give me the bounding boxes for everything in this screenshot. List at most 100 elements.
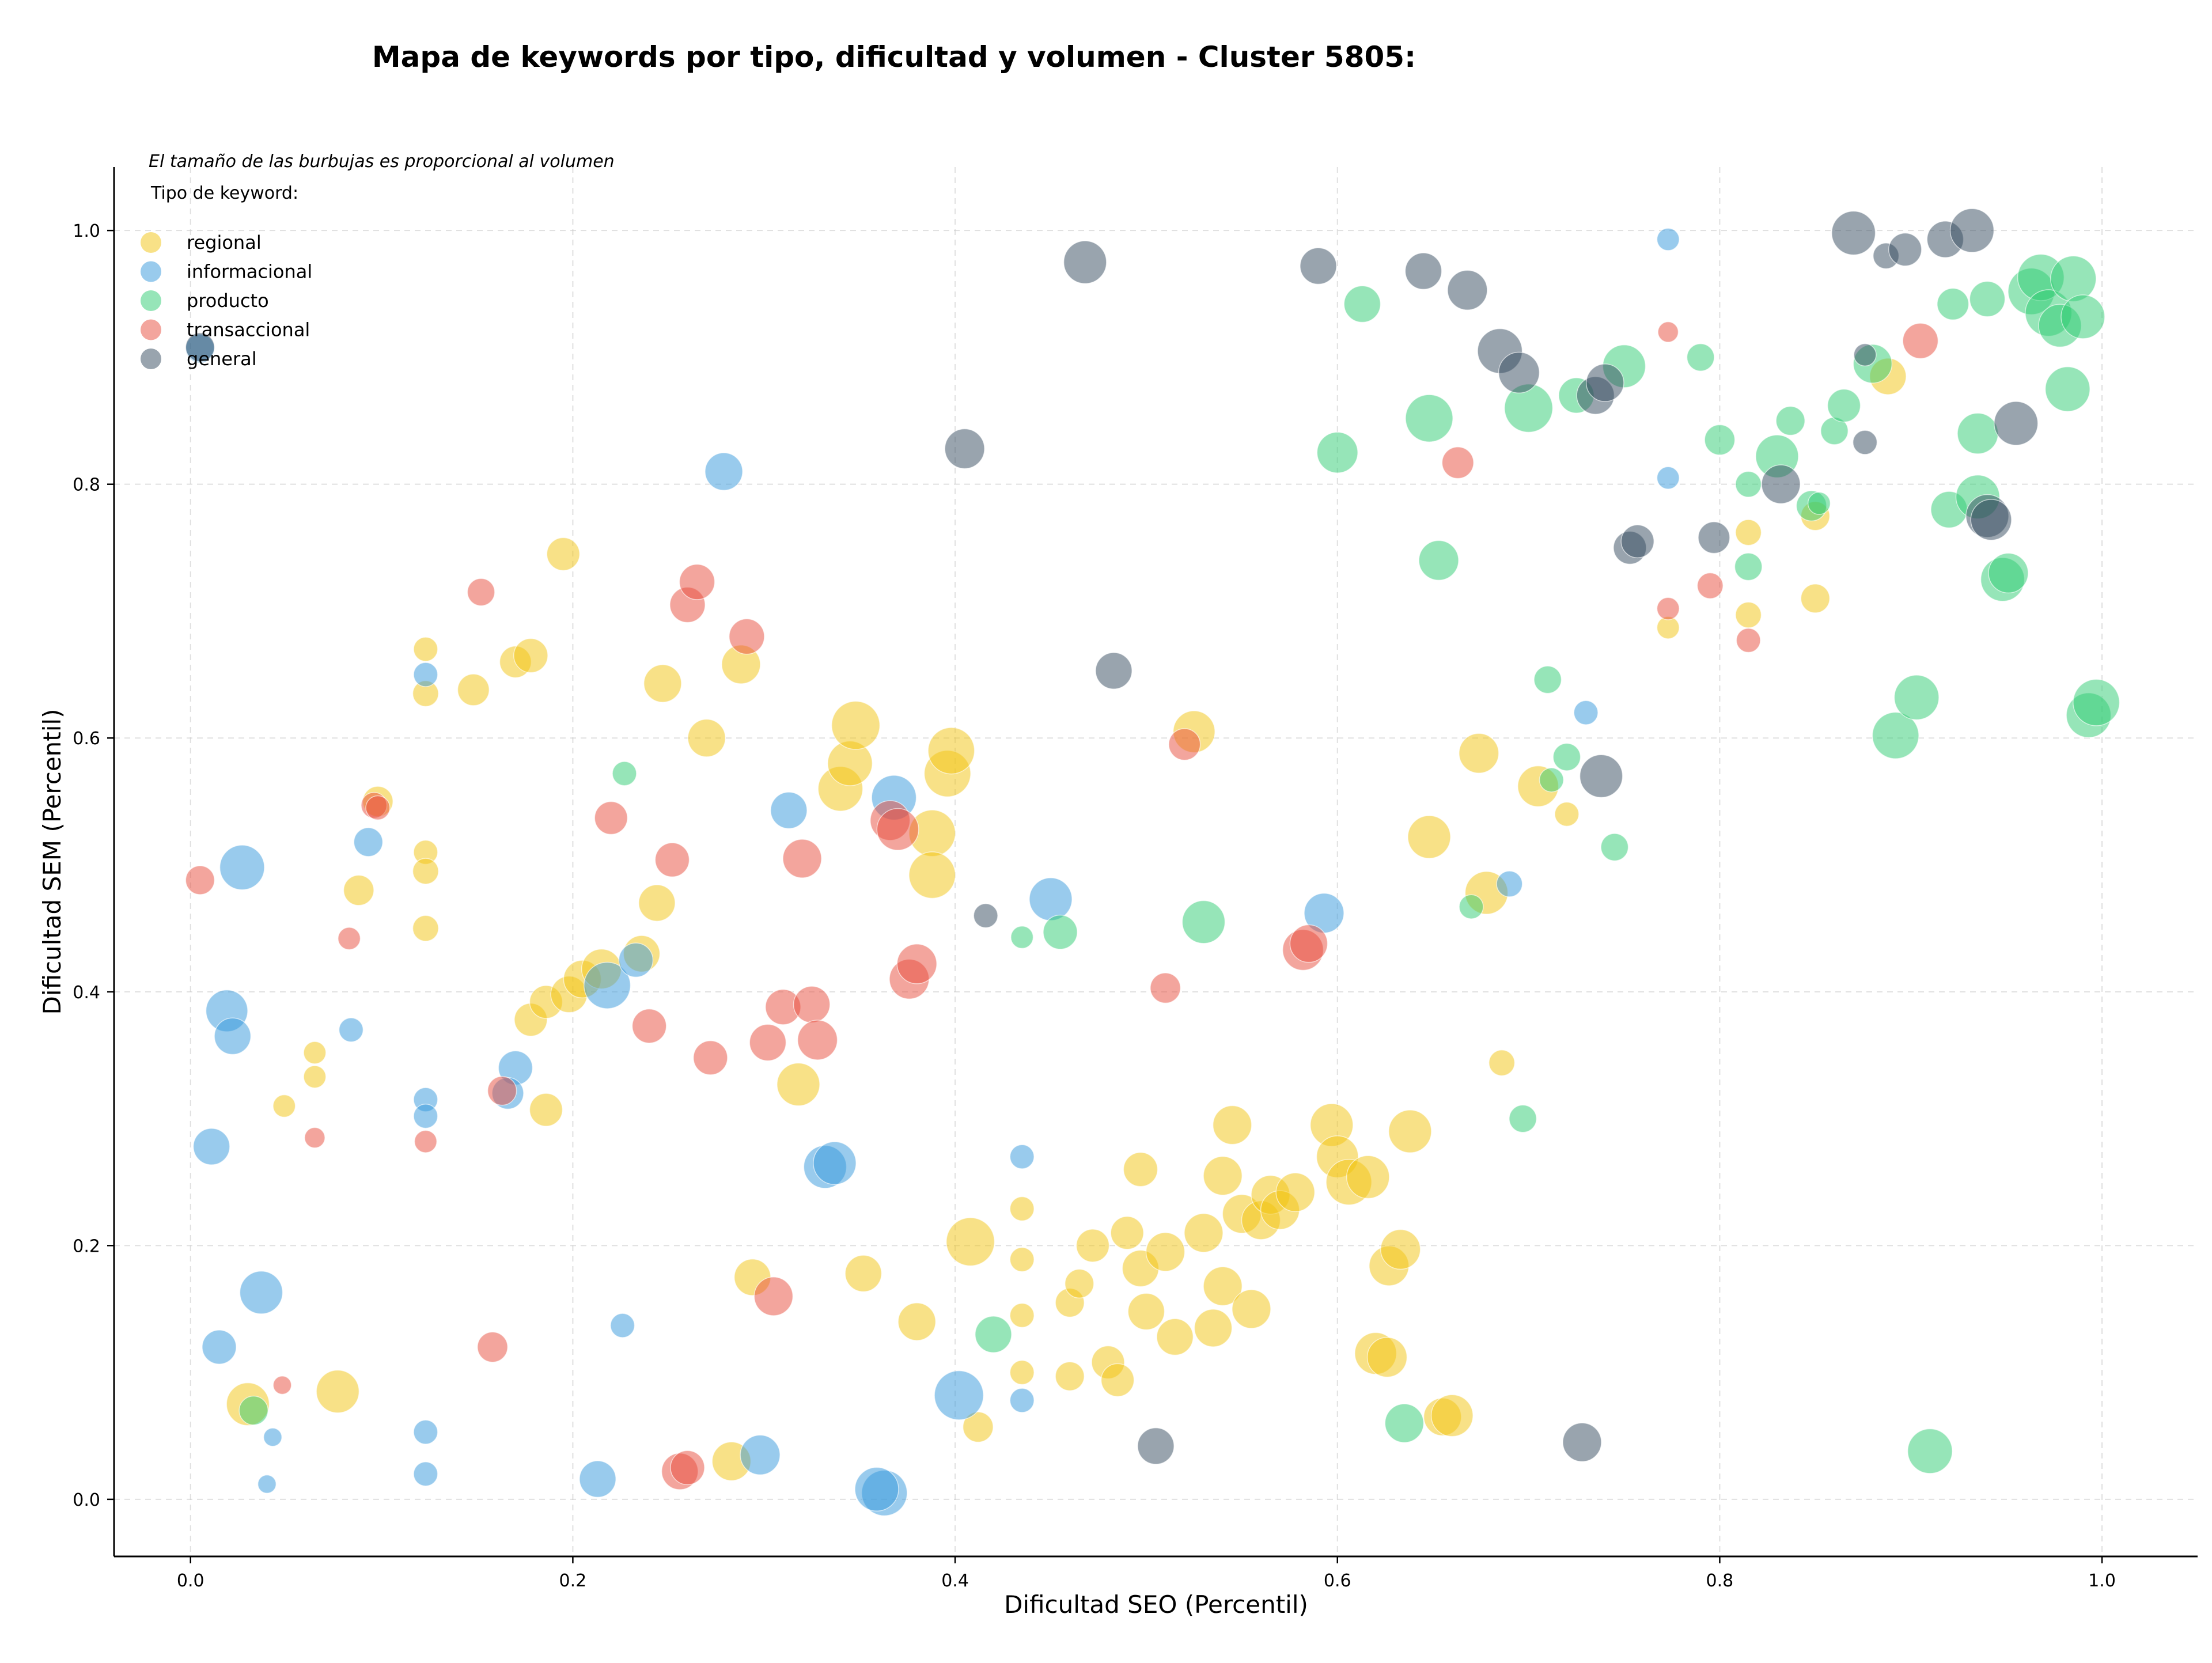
bubble-general [185,332,215,362]
bubble-transaccional [793,986,831,1024]
bubble-producto [1957,412,1999,454]
legend-label-informacional: informacional [187,261,312,283]
bubble-transaccional [1441,446,1474,479]
bubble-regional [1275,1172,1316,1213]
x-tick-label: 0.2 [559,1571,587,1591]
bubble-regional [1009,1247,1035,1272]
bubble-producto [1418,540,1459,581]
bubble-producto [238,1395,268,1426]
bubble-informacional [813,1141,857,1185]
bubble-regional [1735,519,1762,546]
bubble-general [1852,430,1878,455]
bubble-general [1620,524,1654,559]
bubble-producto [1533,665,1562,694]
bubble-regional [1055,1361,1085,1391]
bubble-regional [1407,815,1451,859]
bubble-informacional [338,1017,364,1043]
bubble-informacional [934,1370,984,1420]
bubble-general [1404,252,1442,290]
x-tick-label: 1.0 [2088,1571,2116,1591]
bubble-regional [1232,1289,1271,1329]
legend-marker-regional [141,232,161,253]
bubble-regional [1009,1359,1035,1385]
bubble-informacional [1009,1144,1035,1169]
bubble-transaccional [670,1450,705,1486]
bubble-regional [1009,1302,1035,1328]
bubble-regional [1346,1155,1390,1199]
bubble-general [1300,247,1337,285]
x-tick-label: 0.8 [1706,1571,1734,1591]
bubble-general [1970,499,2012,541]
bubble-transaccional [1657,321,1679,343]
bubble-producto [1893,675,1940,721]
y-tick-label: 1.0 [73,221,100,241]
bubble-general [1994,401,2039,446]
bubble-producto [1907,1428,1953,1474]
bubble-informacional [610,1313,635,1338]
bubble-general [1562,1422,1602,1463]
bubble-transaccional [896,944,937,984]
bubble-producto [1704,424,1736,456]
legend-title: Tipo de keyword: [150,183,298,203]
bubble-regional [1145,1232,1185,1272]
bubble-producto [1316,431,1358,473]
x-axis-label: Dificultad SEO (Percentil) [1004,1590,1308,1619]
bubble-transaccional [365,795,391,821]
bubble-transaccional [272,1376,292,1395]
bubble-producto [2061,294,2105,339]
bubble-regional [777,1062,820,1107]
bubble-producto [1181,900,1226,944]
bubble-regional [1123,1151,1158,1187]
bubble-producto [1734,552,1763,581]
legend-label-transaccional: transaccional [187,319,310,341]
bubble-informacional [214,1017,252,1055]
y-tick-label: 0.2 [73,1236,100,1256]
bubble-producto [1775,406,1805,436]
bubble-regional [303,1041,327,1065]
bubble-regional [412,915,440,942]
bubble-transaccional [477,1331,509,1363]
x-tick-label: 0.4 [941,1571,969,1591]
bubble-transaccional [467,578,495,607]
bubble-regional [643,664,682,703]
bubble-producto [1509,1104,1537,1133]
bubble-informacional [239,1270,283,1315]
bubble-general [1888,232,1922,267]
bubble-producto [1807,491,1831,515]
bubble-informacional [618,942,654,978]
bubble-regional [844,1255,882,1293]
bubble-transaccional [185,865,215,895]
bubble-transaccional [1736,627,1761,653]
bubble-transaccional [679,563,715,600]
bubble-regional [687,718,726,757]
bubble-regional [1065,1268,1094,1299]
y-axis-label: Dificultad SEM (Percentil) [38,709,66,1015]
bubble-producto [612,761,637,786]
bubble-general [973,903,998,929]
bubble-producto [1405,394,1453,442]
bubble-transaccional [338,927,361,950]
bubble-transaccional [304,1127,325,1149]
bubble-layer [185,208,2120,1517]
bubble-regional [1735,601,1762,628]
chart-title: Mapa de keywords por tipo, dificultad y … [372,40,1416,74]
legend-label-producto: producto [187,290,269,312]
bubble-regional [1203,1156,1243,1196]
bubble-general [1831,210,1876,256]
bubble-informacional [1029,877,1073,921]
bubble-regional [831,700,881,750]
bubble-regional [897,1302,937,1341]
bubble-informacional [1496,870,1523,897]
y-tick-label: 0.6 [73,729,100,749]
bubble-general [1498,351,1540,393]
bubble-transaccional [1696,572,1724,600]
bubble-regional [413,637,438,662]
bubble-regional [908,851,956,899]
bubble-transaccional [797,1020,838,1060]
bubble-general [1949,208,1995,253]
bubble-producto [1043,914,1078,950]
bubble-regional [1100,1363,1135,1397]
bubble-producto [1384,1403,1425,1444]
bubble-transaccional [1902,323,1939,359]
bubble-regional [1430,1394,1474,1437]
